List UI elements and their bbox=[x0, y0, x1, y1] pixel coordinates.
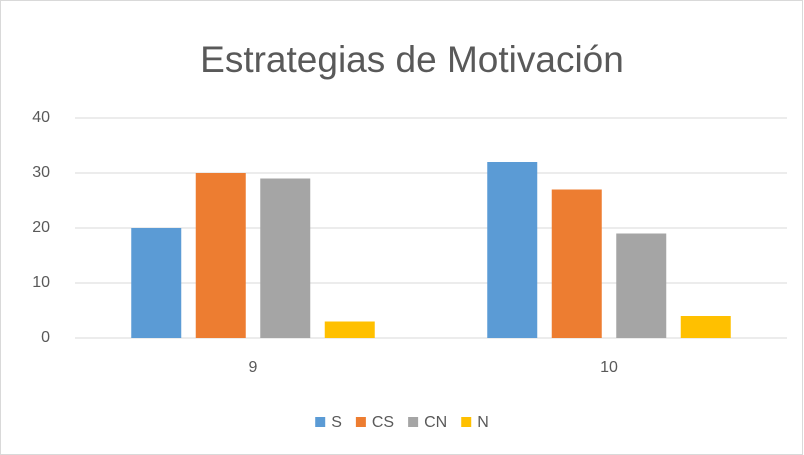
legend-swatch bbox=[355, 417, 366, 427]
legend-label: S bbox=[331, 414, 342, 431]
legend-swatch bbox=[461, 417, 472, 427]
x-tick-label: 9 bbox=[249, 359, 258, 376]
y-tick-label: 0 bbox=[41, 329, 50, 346]
y-tick-label: 30 bbox=[32, 164, 50, 181]
legend-label: CS bbox=[372, 414, 394, 431]
y-tick-label: 10 bbox=[32, 274, 50, 291]
y-tick-label: 40 bbox=[32, 109, 50, 126]
legend-label: N bbox=[477, 414, 489, 431]
legend-swatch bbox=[315, 417, 326, 427]
legend-label: CN bbox=[424, 414, 447, 431]
chart-title: Estrategias de Motivación bbox=[200, 39, 624, 80]
legend-swatch bbox=[408, 417, 419, 427]
bar bbox=[131, 228, 182, 338]
bar bbox=[551, 189, 602, 338]
y-tick-label: 20 bbox=[32, 219, 50, 236]
bar bbox=[324, 321, 375, 338]
x-tick-label: 10 bbox=[600, 359, 618, 376]
bar bbox=[616, 233, 667, 338]
bar bbox=[487, 162, 538, 338]
bar bbox=[260, 178, 311, 338]
bar bbox=[680, 316, 731, 338]
bar bbox=[195, 173, 246, 338]
